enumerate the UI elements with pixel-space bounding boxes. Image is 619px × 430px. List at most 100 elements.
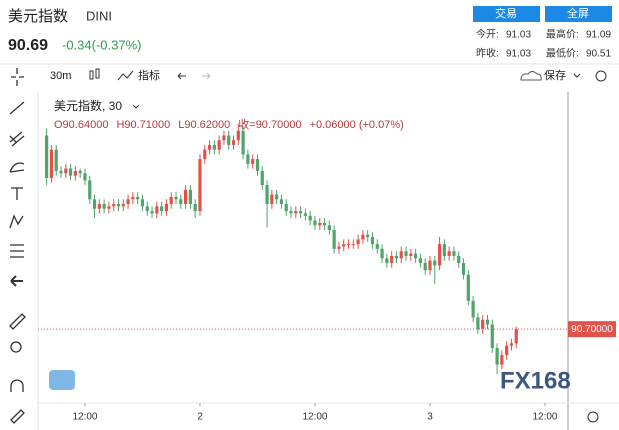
- candle-body: [97, 203, 101, 209]
- candle-body: [423, 263, 427, 271]
- candle-body: [433, 260, 437, 266]
- candle-body: [385, 258, 389, 264]
- legend-values: O90.64000 H90.71000 L90.62000 收=90.70000 +0.…: [54, 117, 404, 131]
- indicator-icon[interactable]: [117, 70, 134, 81]
- fullscreen-button[interactable]: [545, 6, 612, 22]
- candle-body: [241, 130, 245, 155]
- candle-body: [203, 149, 207, 160]
- candle-body: [217, 140, 221, 150]
- ruler-tool[interactable]: [9, 313, 26, 330]
- settings-icon[interactable]: [595, 70, 607, 82]
- x-tick-label: 2: [197, 412, 203, 423]
- candle-body: [88, 180, 92, 200]
- candle-body: [49, 149, 54, 179]
- axis-settings[interactable]: [587, 411, 599, 423]
- candle-body: [437, 244, 442, 266]
- candle-body: [404, 251, 408, 256]
- candle-body: [255, 159, 260, 171]
- text-tool[interactable]: [11, 187, 23, 200]
- candle-body: [308, 215, 312, 221]
- candle-body: [481, 319, 485, 330]
- candle-body: [342, 244, 346, 247]
- legend-menu[interactable]: [132, 104, 140, 109]
- candle-body: [107, 206, 111, 209]
- fib-tool[interactable]: [9, 131, 25, 147]
- candle-body: [236, 130, 240, 141]
- candle-body: [356, 239, 360, 245]
- last-price-tag: [568, 321, 616, 338]
- candle-body: [265, 185, 269, 204]
- prediction-tool[interactable]: [10, 244, 24, 258]
- candle-body: [145, 206, 149, 212]
- stat-value: 91.03: [506, 30, 531, 41]
- candle-body: [299, 211, 303, 214]
- instrument-name: 美元指数: [8, 8, 68, 25]
- candle-body: [471, 300, 475, 318]
- pencil-tool[interactable]: [10, 409, 25, 424]
- candle-body: [222, 135, 226, 141]
- cloud-icon[interactable]: [520, 71, 542, 81]
- candle-body: [116, 203, 121, 207]
- legend-title: 美元指数, 30: [54, 98, 122, 113]
- candle-body: [188, 189, 192, 204]
- candle-body: [59, 170, 63, 174]
- candle-body: [447, 251, 451, 256]
- candle-body: [179, 199, 183, 204]
- candle-body: [64, 168, 68, 174]
- candle-body: [370, 237, 375, 245]
- candle-body: [164, 203, 169, 212]
- candle-body: [509, 343, 514, 346]
- brush-tool[interactable]: [9, 162, 25, 173]
- candle-body: [270, 194, 274, 204]
- candle-body: [452, 251, 456, 256]
- stat-value: 91.09: [586, 30, 611, 41]
- legend-value: O90.64000: [54, 119, 108, 131]
- trade-button-label[interactable]: 交易: [495, 6, 517, 20]
- candle-body: [136, 196, 140, 200]
- zoom-tool[interactable]: [10, 341, 22, 353]
- pattern-tool[interactable]: [9, 214, 24, 229]
- trade-button[interactable]: [473, 6, 540, 22]
- save-menu[interactable]: [573, 73, 581, 78]
- save[interactable]: 保存: [544, 68, 566, 82]
- candle-body: [227, 135, 231, 145]
- back-tool[interactable]: [10, 275, 23, 287]
- candle-body: [428, 260, 432, 271]
- candle-body: [193, 203, 197, 212]
- candle-body: [442, 244, 446, 256]
- candle-icon[interactable]: [89, 68, 100, 80]
- fullscreen-button-label[interactable]: 全屏: [567, 6, 589, 20]
- candle-body: [183, 189, 188, 204]
- candle-body: [231, 140, 236, 145]
- magnet-tool[interactable]: [10, 379, 24, 392]
- indicators[interactable]: 指标: [138, 68, 160, 82]
- interval[interactable]: 30m: [50, 70, 71, 82]
- candle-body: [476, 317, 480, 330]
- crosshair-tool[interactable]: [11, 68, 24, 86]
- candle-body: [505, 345, 509, 356]
- candle-body: [322, 222, 327, 226]
- candle-body: [461, 263, 466, 275]
- candle-body: [73, 170, 77, 176]
- candle-body: [279, 199, 284, 204]
- instrument-symbol: DINI: [86, 8, 112, 23]
- candle-body: [92, 199, 97, 209]
- candle-body: [361, 234, 365, 240]
- candle-body: [275, 194, 279, 200]
- line-tool[interactable]: [9, 101, 25, 115]
- candle-body: [284, 203, 288, 212]
- candle-body: [500, 355, 504, 365]
- candle-body: [207, 144, 212, 150]
- redo-icon[interactable]: [202, 72, 211, 80]
- undo-icon[interactable]: [177, 72, 186, 80]
- candle-body: [83, 173, 87, 181]
- candle-body: [313, 220, 317, 226]
- price-change: -0.34(-0.37%): [62, 37, 141, 52]
- stat-label: 今开:: [476, 28, 499, 41]
- candle-body: [380, 248, 384, 259]
- candle-body: [390, 255, 394, 264]
- legend-value: L90.62000: [178, 119, 230, 131]
- x-tick-label: 12:00: [302, 412, 327, 423]
- candle-body: [174, 196, 178, 200]
